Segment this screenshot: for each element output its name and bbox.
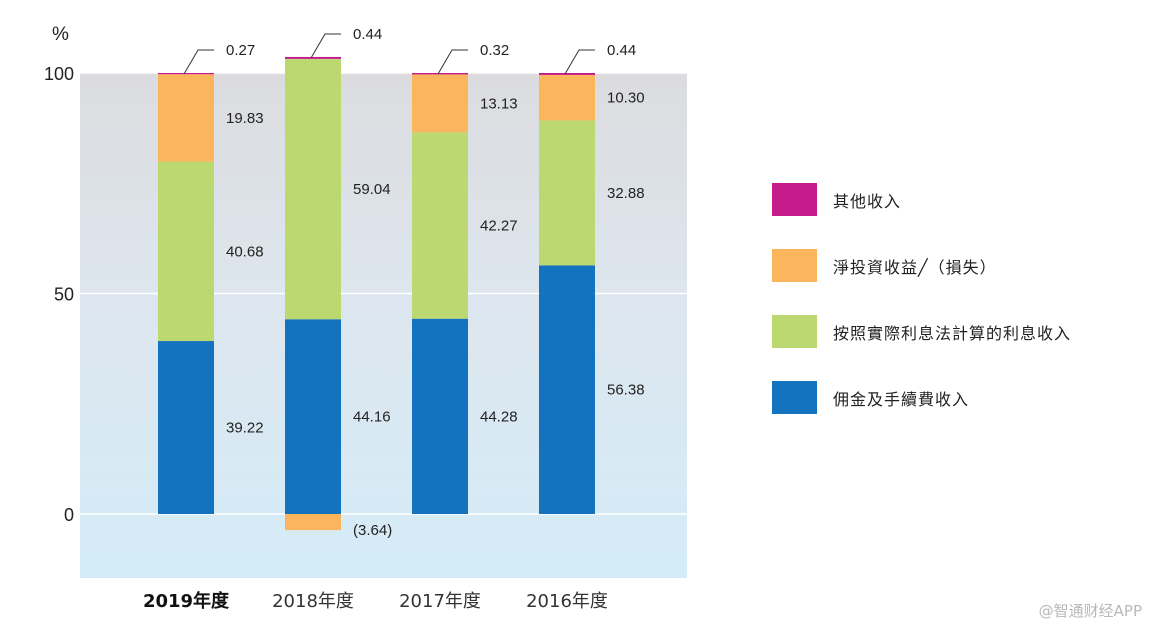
data-label: 44.28 (480, 408, 518, 425)
x-category-label: 2018年度 (272, 591, 354, 612)
bar-segment (158, 161, 214, 342)
data-label: 39.22 (226, 420, 264, 437)
legend-swatch (772, 183, 817, 216)
data-label: 44.16 (353, 409, 391, 426)
legend-label: 其他收入 (833, 191, 902, 211)
legend-swatch (772, 315, 817, 348)
bar-segment (539, 120, 595, 266)
leader-line (183, 49, 214, 75)
data-label: 0.44 (353, 26, 382, 43)
data-label: (3.64) (353, 522, 392, 539)
x-category-label: 2016年度 (526, 591, 608, 612)
bar-segment (412, 318, 468, 514)
leader-line (564, 49, 595, 75)
legend-swatch (772, 381, 817, 414)
bar-segment (285, 56, 341, 59)
x-category-label: 2019年度 (143, 590, 230, 612)
x-category-label: 2017年度 (399, 591, 481, 612)
y-unit-label: % (52, 24, 69, 45)
y-tick-label: 50 (54, 285, 74, 305)
data-label: 10.30 (607, 90, 645, 107)
bar-segment (158, 74, 214, 162)
legend-label: 佣金及手續費收入 (833, 389, 970, 409)
legend-item: 其他收入 (772, 183, 1071, 216)
data-label: 40.68 (226, 243, 264, 260)
legend-item: 淨投資收益╱（損失） (772, 249, 1071, 282)
bar-segment (412, 74, 468, 133)
data-label: 59.04 (353, 181, 391, 198)
bar-segment (412, 73, 468, 75)
data-label: 42.27 (480, 218, 518, 235)
data-label: 13.13 (480, 95, 518, 112)
bar-segment (539, 74, 595, 121)
legend-item: 佣金及手續費收入 (772, 381, 1071, 414)
legend-swatch (772, 249, 817, 282)
data-label: 0.44 (607, 42, 636, 59)
data-label: 56.38 (607, 382, 645, 399)
leader-line (437, 49, 468, 75)
bar-segment (158, 73, 214, 75)
watermark: @智通财经APP (1038, 602, 1142, 620)
legend-label: 淨投資收益╱（損失） (833, 257, 997, 277)
bar-segment (412, 132, 468, 319)
bar-segment (158, 341, 214, 514)
legend: 其他收入淨投資收益╱（損失） 按照實際利息法計算的利息收入 佣金及手續費收入 (772, 183, 1071, 447)
data-label: 0.27 (226, 42, 255, 59)
legend-label: 按照實際利息法計算的利息收入 (833, 323, 1072, 343)
bar-segment (285, 514, 341, 531)
data-label: 32.88 (607, 185, 645, 202)
leader-line (310, 33, 341, 59)
y-tick-label: 100 (44, 64, 74, 84)
bar-segment (285, 58, 341, 320)
data-label: 0.32 (480, 42, 509, 59)
bar-segment (539, 73, 595, 75)
data-label: 19.83 (226, 110, 264, 127)
legend-item: 按照實際利息法計算的利息收入 (772, 315, 1071, 348)
bar-segment (539, 265, 595, 514)
y-tick-label: 0 (64, 505, 74, 525)
bar-segment (285, 319, 341, 514)
